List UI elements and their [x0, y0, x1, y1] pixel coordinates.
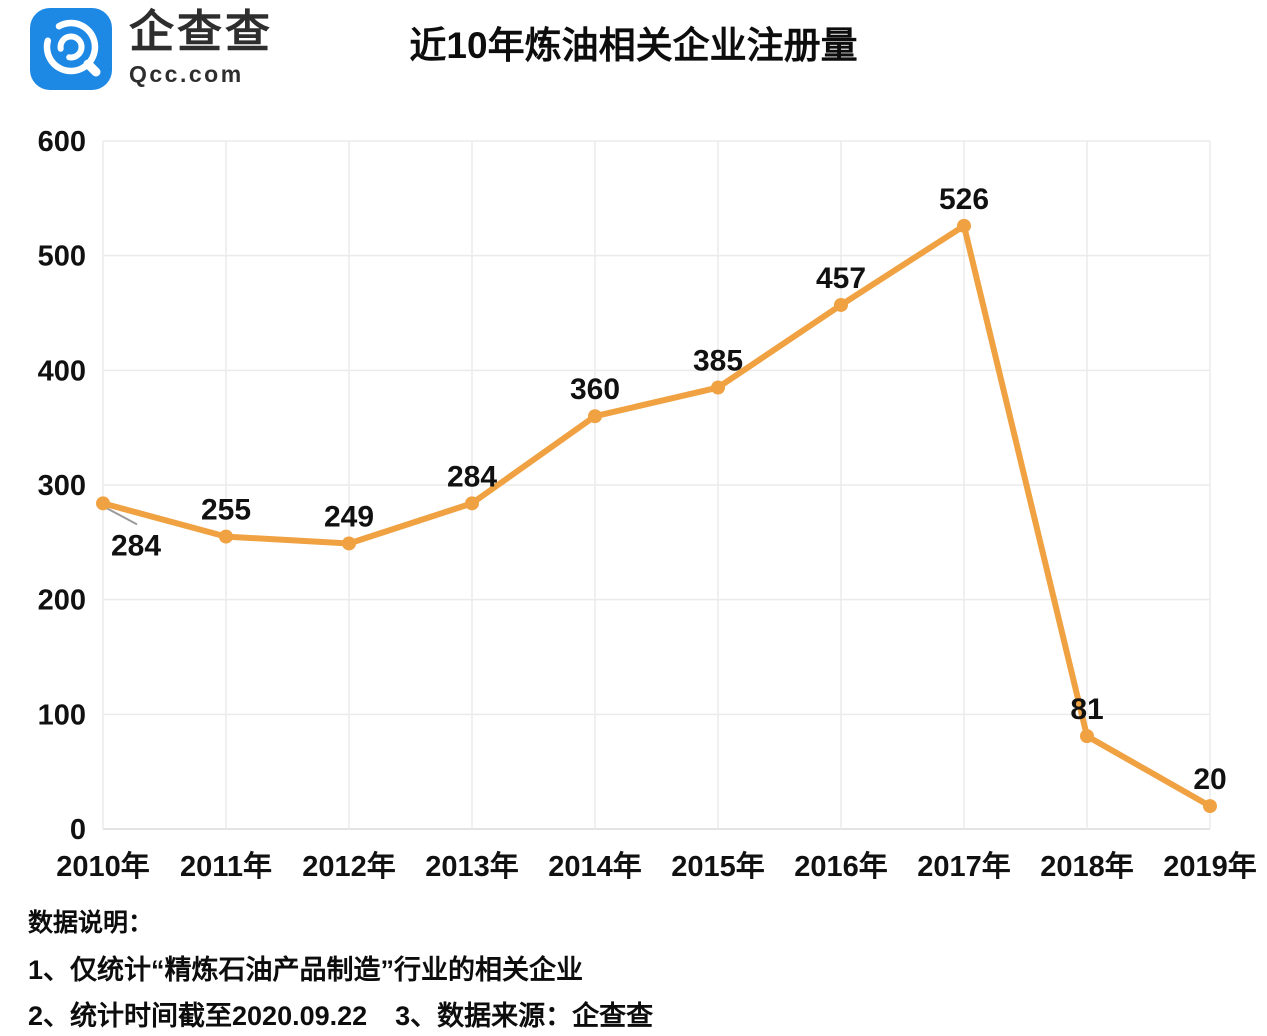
brand-domain: Qcc.com — [129, 60, 244, 87]
data-point-label: 284 — [447, 460, 497, 493]
note-line-2a: 2、统计时间截至2020.09.22 — [28, 1001, 368, 1031]
brand-name: 企查查 — [129, 6, 274, 57]
data-point-label: 360 — [570, 373, 620, 406]
x-axis-tick-label: 2014年 — [548, 849, 642, 883]
qcc-logo: 企查查 Qcc.com — [30, 6, 274, 90]
x-axis-tick-label: 2018年 — [1040, 849, 1134, 883]
y-axis-tick-label: 400 — [38, 355, 86, 387]
series-line — [100, 222, 1213, 810]
x-axis-tick-label: 2012年 — [302, 849, 396, 883]
x-axis-tick-label: 2010年 — [56, 849, 150, 883]
data-point — [96, 496, 110, 511]
x-axis-tick-label: 2016年 — [794, 849, 888, 883]
y-axis-tick-label: 100 — [38, 699, 86, 731]
notes-heading: 数据说明： — [28, 909, 154, 937]
data-point-label: 81 — [1070, 693, 1103, 726]
note-line-2b: 3、数据来源：企查查 — [395, 1001, 654, 1031]
data-point-label: 20 — [1193, 763, 1226, 796]
data-point-label: 255 — [201, 494, 251, 527]
x-axis-tick-label: 2013年 — [425, 849, 519, 883]
data-point — [219, 529, 233, 544]
y-axis-tick-label: 300 — [38, 470, 86, 502]
data-point-label: 457 — [816, 262, 866, 295]
x-axis-tick-label: 2019年 — [1163, 849, 1257, 883]
x-axis-tick-label: 2015年 — [671, 849, 765, 883]
y-axis-tick-label: 0 — [70, 814, 86, 846]
data-point — [957, 218, 971, 233]
note-line-2: 2、统计时间截至2020.09.22 3、数据来源：企查查 — [28, 994, 653, 1033]
y-axis-tick-label: 600 — [38, 126, 86, 158]
qcc-logo-icon — [30, 8, 112, 90]
data-point-label: 249 — [324, 500, 374, 533]
registration-line-chart: 0 100 200 300 400 500 600 2010年 2011年 2012年 2013年 2… — [38, 126, 1257, 883]
note-line-1: 1、仅统计“精炼石油产品制造”行业的相关企业 — [28, 955, 584, 985]
data-point — [588, 409, 602, 424]
page-title: 近10年炼油相关企业注册量 — [409, 25, 858, 66]
y-axis-tick-label: 200 — [38, 585, 86, 617]
data-point-label: 385 — [693, 345, 743, 378]
x-axis-tick-label: 2011年 — [180, 849, 272, 883]
y-axis-tick-label: 500 — [38, 241, 86, 273]
data-point-label: 526 — [939, 183, 989, 216]
data-point — [834, 297, 848, 312]
label-leader-line — [106, 507, 138, 526]
data-point — [1080, 729, 1094, 744]
data-point-label: 284 — [111, 529, 161, 562]
data-point — [1203, 799, 1217, 814]
data-point — [711, 380, 725, 395]
x-axis-tick-label: 2017年 — [917, 849, 1011, 883]
data-point — [465, 496, 479, 511]
data-point — [342, 536, 356, 551]
